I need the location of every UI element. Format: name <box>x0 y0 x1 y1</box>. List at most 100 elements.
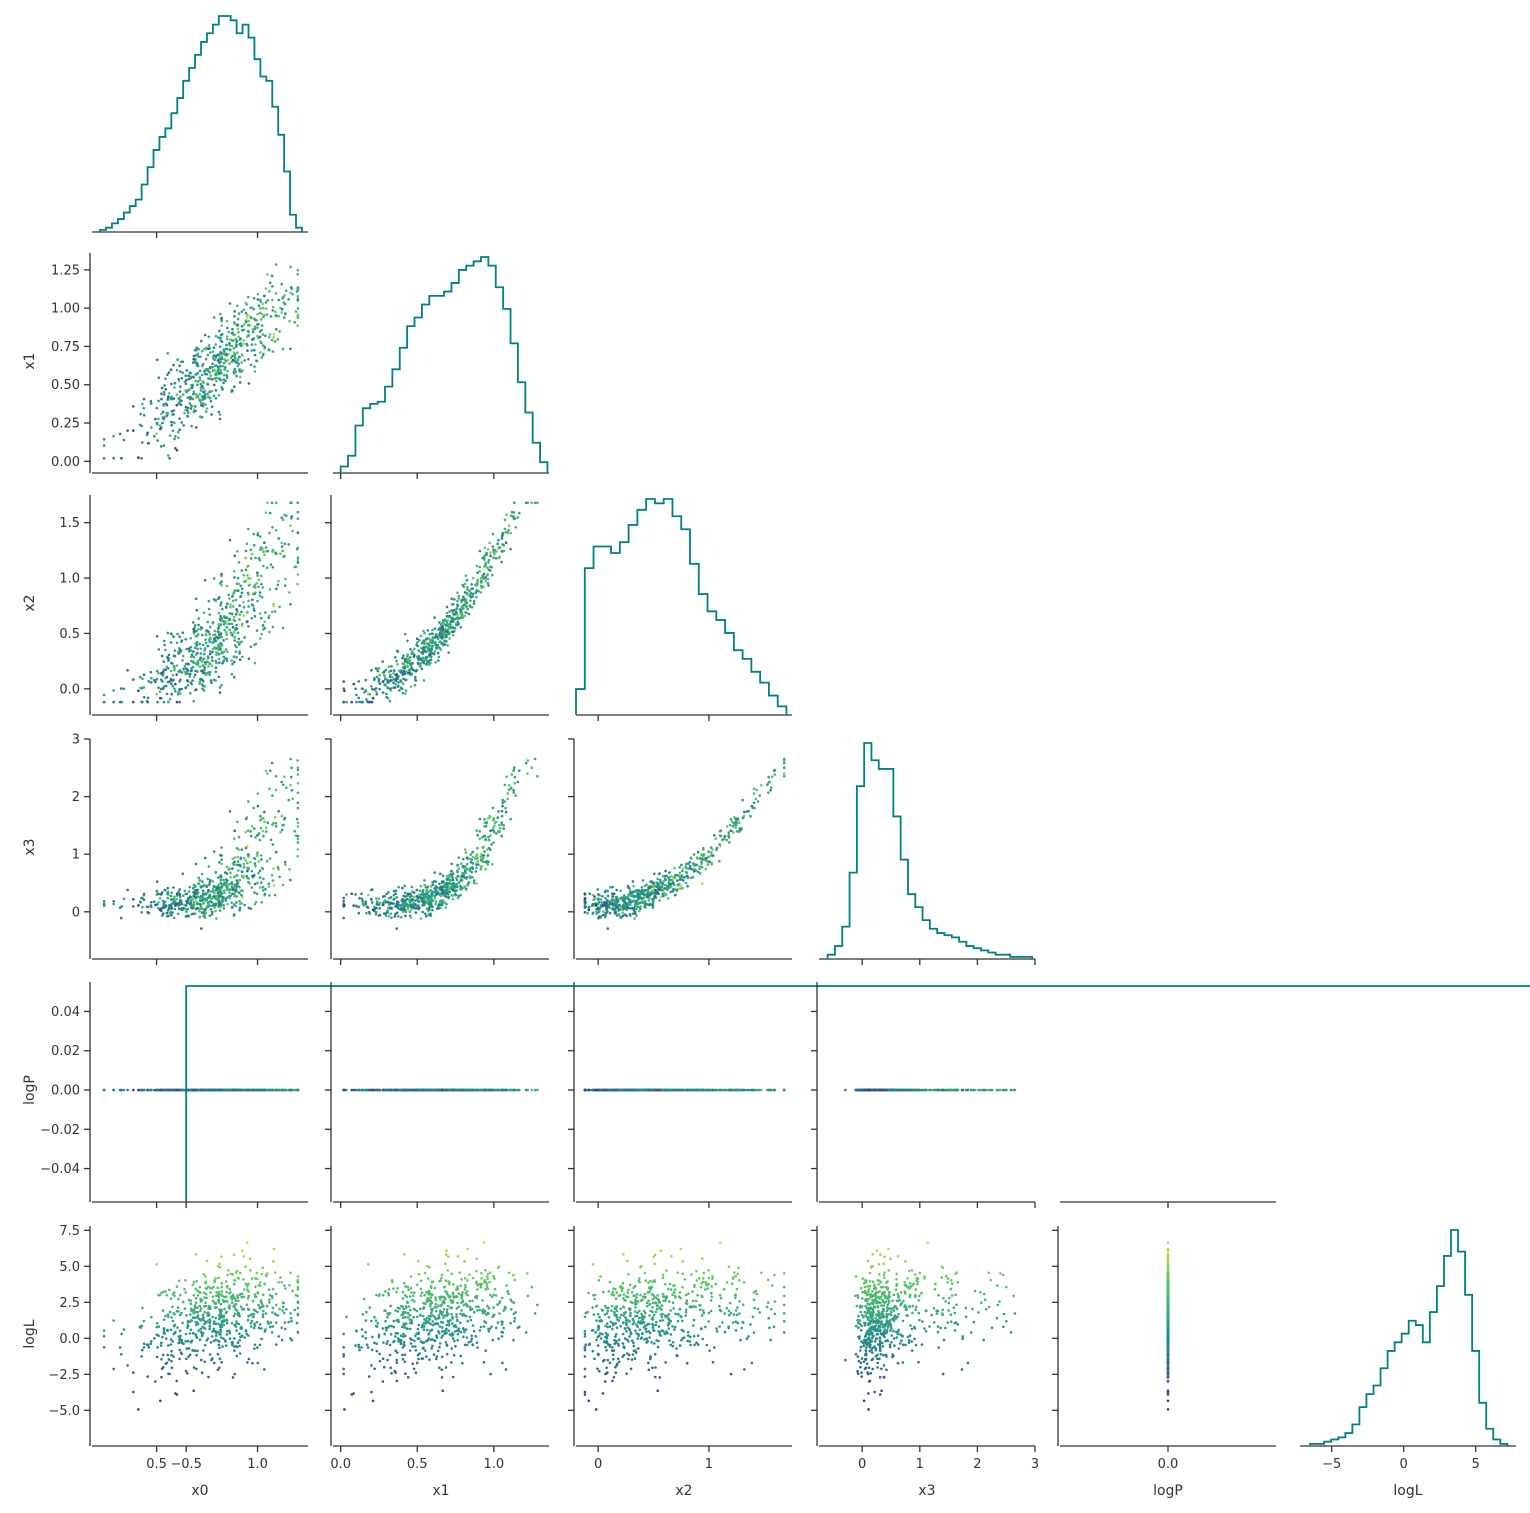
scatter-point <box>360 892 363 896</box>
scatter-point <box>358 700 361 704</box>
scatter-point <box>389 673 392 676</box>
scatter-point <box>419 917 423 920</box>
scatter-point <box>192 1088 195 1092</box>
scatter-point <box>633 917 636 920</box>
scatter-point <box>501 804 504 808</box>
scatter-point <box>268 857 272 860</box>
scatter-point <box>752 792 756 795</box>
histogram-steps-logL <box>1309 1229 1509 1446</box>
scatter-point <box>296 768 300 772</box>
scatter-point <box>280 311 284 314</box>
scatter-point <box>218 345 222 349</box>
scatter-point <box>667 878 671 882</box>
scatter-point <box>296 582 299 586</box>
scatter-point <box>277 868 280 871</box>
scatter-point <box>631 880 635 883</box>
scatter-point <box>195 889 198 892</box>
scatter-point <box>247 657 251 660</box>
scatter-point <box>463 582 467 585</box>
scatter-point <box>444 634 448 637</box>
scatter-point <box>666 888 669 891</box>
scatter-point <box>384 677 387 681</box>
scatter-point <box>210 413 213 416</box>
scatter-point <box>592 898 595 902</box>
scatter-point <box>254 836 257 839</box>
scatter-point <box>404 659 407 662</box>
scatter-point <box>622 895 625 898</box>
scatter-point <box>463 597 466 601</box>
scatter-point <box>181 872 185 876</box>
scatter-point <box>271 298 274 302</box>
scatter-point <box>510 514 513 517</box>
scatter-point <box>219 641 222 645</box>
scatter-point <box>233 322 236 325</box>
scatter-point <box>238 343 241 346</box>
scatter-point <box>392 681 395 685</box>
scatter-point <box>770 775 774 778</box>
scatter-point <box>214 647 218 650</box>
scatter-point <box>220 385 223 389</box>
scatter-point <box>594 901 597 905</box>
scatter-point <box>658 872 661 875</box>
scatter-point <box>140 457 143 460</box>
scatter-point <box>513 766 516 769</box>
scatter-point <box>408 895 412 898</box>
scatter-point <box>364 690 367 693</box>
scatter-point <box>210 656 214 659</box>
scatter-point <box>475 589 479 592</box>
scatter-point <box>713 834 716 837</box>
scatter-point <box>396 649 399 653</box>
scatter-point <box>211 890 214 893</box>
scatter-point <box>267 614 271 618</box>
scatter-point <box>220 862 223 866</box>
scatter-point <box>475 853 479 856</box>
scatter-point <box>216 630 220 633</box>
scatter-point <box>464 851 468 854</box>
scatter-point <box>202 402 205 406</box>
scatter-point <box>271 550 274 553</box>
scatter-point <box>266 501 269 505</box>
axes-logP-logP <box>185 1201 1276 1208</box>
scatter-point <box>247 295 250 299</box>
scatter-point <box>122 687 126 690</box>
scatter-point <box>420 667 424 671</box>
scatter-point <box>470 583 474 586</box>
scatter-point <box>229 356 233 360</box>
scatter-point <box>210 913 214 916</box>
scatter-point <box>214 389 218 392</box>
scatter-point <box>439 900 442 903</box>
scatter-point <box>486 581 490 585</box>
scatter-x3-vs-x0 <box>102 757 300 930</box>
scatter-point <box>171 911 174 914</box>
scatter-point <box>244 830 247 834</box>
scatter-point <box>200 395 204 398</box>
scatter-point <box>157 901 160 904</box>
scatter-point <box>160 654 164 658</box>
scatter-point <box>256 854 259 858</box>
scatter-point <box>684 865 688 868</box>
scatter-point <box>242 580 246 583</box>
scatter-point <box>660 885 664 889</box>
scatter-point <box>377 677 381 681</box>
scatter-point <box>451 603 455 606</box>
scatter-point <box>195 1088 198 1092</box>
histogram-logL <box>1309 1229 1509 1446</box>
scatter-point <box>112 457 115 460</box>
scatter-point <box>251 1088 254 1092</box>
scatter-point <box>466 586 469 589</box>
scatter-point <box>729 829 733 833</box>
scatter-point <box>354 893 357 896</box>
scatter-point <box>220 319 223 323</box>
scatter-point <box>159 427 162 431</box>
scatter-point <box>154 1088 157 1092</box>
scatter-point <box>259 818 262 822</box>
scatter-point <box>476 834 479 837</box>
scatter-point <box>588 892 592 896</box>
scatter-point <box>239 595 242 598</box>
scatter-point <box>397 681 400 684</box>
scatter-point <box>420 893 424 896</box>
scatter-point <box>431 641 434 644</box>
scatter-point <box>421 659 424 662</box>
scatter-point <box>178 401 181 404</box>
